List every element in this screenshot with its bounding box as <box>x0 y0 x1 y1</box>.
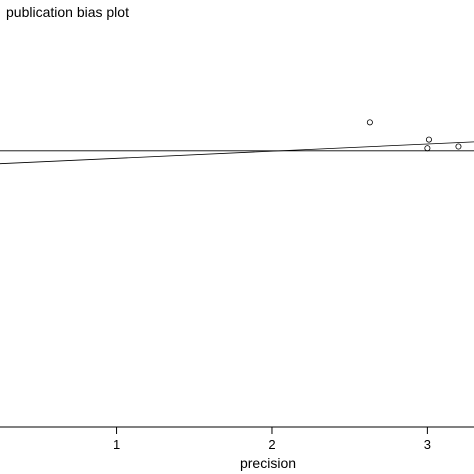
data-points <box>366 119 462 152</box>
x-tick-label: 1 <box>113 437 120 452</box>
data-point <box>366 119 373 126</box>
data-point <box>425 136 432 143</box>
x-axis-ticks: 1 2 3 <box>113 427 431 452</box>
fitted-regression-line <box>0 141 474 165</box>
data-point <box>455 143 462 150</box>
x-tick-label: 3 <box>424 437 431 452</box>
x-tick-label: 2 <box>268 437 275 452</box>
chart-title: publication bias plot <box>6 4 129 20</box>
x-axis-label: precision <box>240 455 296 471</box>
data-point <box>424 145 431 152</box>
